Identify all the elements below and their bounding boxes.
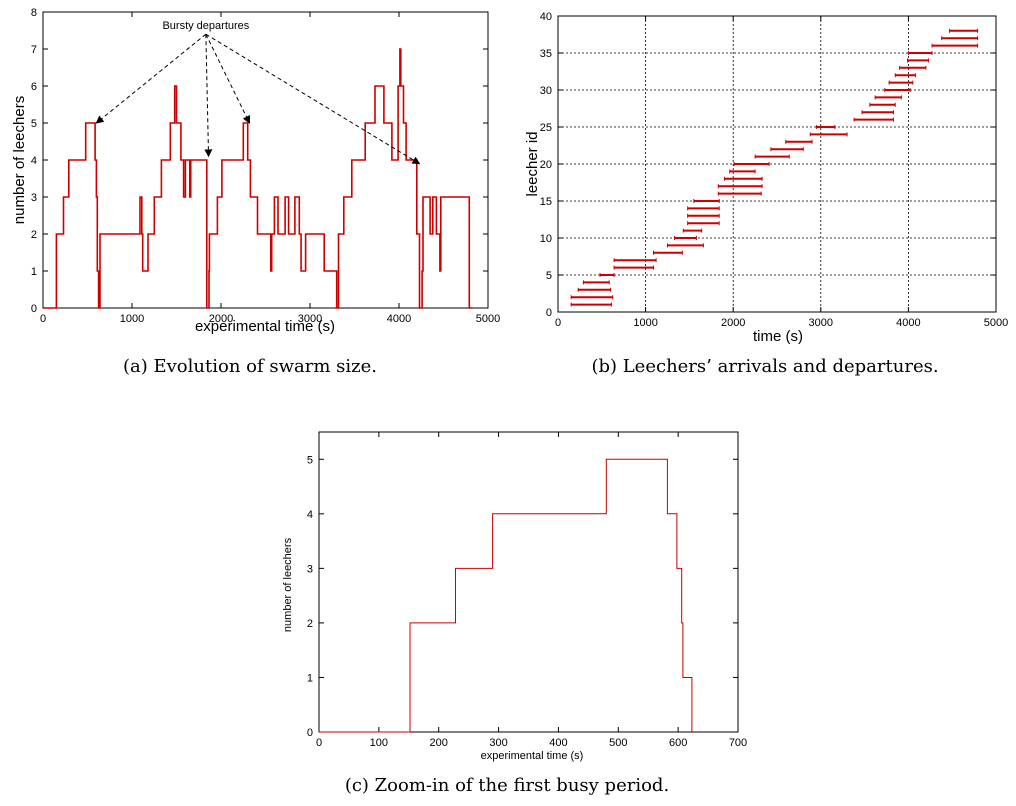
chart-b-xtick-label: 2000 — [721, 317, 745, 329]
chart-a-ytick-label: 6 — [31, 81, 37, 93]
chart-a-xlabel: experimental time (s) — [195, 318, 335, 335]
chart-b-ytick-label: 40 — [540, 11, 552, 23]
chart-b-xtick-label: 1000 — [633, 317, 657, 329]
chart-c-series-line — [319, 458, 693, 733]
chart-a-series-line — [43, 48, 472, 309]
chart-b-xtick-label: 4000 — [896, 317, 920, 329]
chart-a-ytick-label: 4 — [31, 155, 37, 167]
chart-c-xlabel: experimental time (s) — [481, 750, 584, 762]
chart-b-ytick-label: 20 — [540, 159, 552, 171]
chart-c-ytick-label: 2 — [307, 618, 313, 630]
chart-a-ytick-label: 0 — [31, 303, 37, 315]
chart-a-caption: (a) Evolution of swarm size. — [123, 356, 377, 377]
chart-a-series — [43, 48, 472, 309]
chart-a-ytick-label: 8 — [31, 7, 37, 19]
chart-c-frame — [318, 431, 739, 733]
annotation-arrow — [95, 33, 207, 124]
chart-c-ytick-label: 1 — [307, 672, 313, 684]
chart-b-ytick-label: 35 — [540, 48, 552, 60]
chart-a-ticks: 0 1000 2000 3000 4000 5000 0 1 2 3 4 5 6 7 8 — [31, 7, 500, 325]
chart-a-annotation: Bursty departures — [95, 20, 421, 165]
chart-c-xtick-label: 600 — [669, 737, 687, 749]
chart-b-grid — [558, 16, 996, 312]
chart-b-ytick-label: 0 — [546, 307, 552, 319]
chart-b-ytick-label: 10 — [540, 233, 552, 245]
chart-c-ylabel: number of leechers — [282, 537, 294, 632]
chart-c-xtick-label: 400 — [549, 737, 567, 749]
chart-c-xtick-label: 100 — [370, 737, 388, 749]
chart-b-ytick-label: 25 — [540, 122, 552, 134]
chart-c-series — [319, 458, 693, 733]
chart-a-xtick-label: 2000 — [209, 313, 233, 325]
chart-b-caption: (b) Leechers’ arrivals and departures. — [591, 356, 938, 377]
chart-b-ylabel: leecher id — [524, 131, 541, 196]
chart-c-xtick-label: 500 — [609, 737, 627, 749]
chart-b-ytick-label: 5 — [546, 270, 552, 282]
chart-c-xtick-label: 0 — [316, 737, 322, 749]
chart-b-xtick-label: 3000 — [809, 317, 833, 329]
chart-c-xtick-label: 300 — [489, 737, 507, 749]
chart-a: 0 1000 2000 3000 4000 5000 0 1 2 3 4 5 6 7 8 Bursty de… — [11, 7, 500, 377]
annotation-arrow — [205, 33, 250, 124]
chart-c-ytick-label: 3 — [307, 563, 313, 575]
chart-b-xtick-label: 0 — [555, 317, 561, 329]
chart-a-ytick-label: 2 — [31, 229, 37, 241]
chart-a-ytick-label: 7 — [31, 44, 37, 56]
chart-c-xtick-label: 200 — [430, 737, 448, 749]
annotation-label: Bursty departures — [162, 20, 249, 32]
chart-c: 0 100 200 300 400 500 600 700 0 1 2 3 4 5 experimenta… — [282, 431, 747, 796]
chart-a-xtick-label: 4000 — [387, 313, 411, 325]
chart-a-ytick-label: 5 — [31, 118, 37, 130]
chart-a-frame — [42, 11, 489, 309]
chart-c-ytick-label: 0 — [307, 727, 313, 739]
chart-b: 0 1000 2000 3000 4000 5000 0 5 10 15 20 25 30 35 40 ti… — [524, 11, 1008, 377]
chart-c-ticks: 0 100 200 300 400 500 600 700 0 1 2 3 4 5 — [307, 432, 747, 749]
chart-c-ytick-label: 4 — [307, 509, 313, 521]
chart-b-xlabel: time (s) — [753, 328, 803, 345]
chart-a-ytick-label: 1 — [31, 266, 37, 278]
chart-b-series — [570, 28, 979, 307]
chart-b-ytick-label: 30 — [540, 85, 552, 97]
chart-a-ytick-label: 3 — [31, 192, 37, 204]
chart-a-xtick-label: 0 — [40, 313, 46, 325]
chart-c-xtick-label: 700 — [729, 737, 747, 749]
chart-b-ticks: 0 1000 2000 3000 4000 5000 0 5 10 15 20 25 30 35 40 — [540, 11, 1008, 329]
chart-a-xtick-label: 5000 — [476, 313, 500, 325]
annotation-arrow — [204, 34, 213, 158]
chart-b-xtick-label: 5000 — [984, 317, 1008, 329]
chart-a-ylabel: number of leechers — [11, 96, 28, 224]
chart-c-caption: (c) Zoom-in of the first busy period. — [345, 775, 669, 796]
chart-a-xtick-label: 1000 — [120, 313, 144, 325]
chart-a-xtick-label: 3000 — [298, 313, 322, 325]
chart-b-ytick-label: 15 — [540, 196, 552, 208]
chart-c-ytick-label: 5 — [307, 454, 313, 466]
